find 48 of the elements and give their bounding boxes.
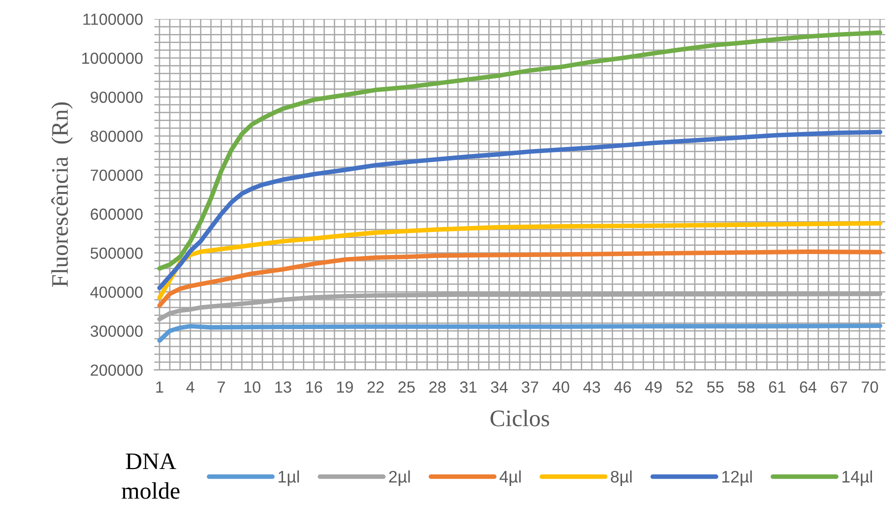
x-tick-label: 61 bbox=[769, 381, 786, 393]
x-tick-label: 28 bbox=[429, 381, 446, 393]
x-tick-label: 64 bbox=[800, 381, 816, 393]
x-tick-label: 43 bbox=[583, 381, 600, 393]
legend-label: 4µl bbox=[500, 470, 521, 486]
y-tick-label: 300000 bbox=[90, 326, 143, 337]
legend-label: 14µl bbox=[842, 470, 872, 486]
legend-label: 1µl bbox=[278, 470, 299, 486]
x-tick-label: 52 bbox=[676, 381, 693, 393]
x-tick-label: 4 bbox=[186, 382, 194, 393]
legend-label: 8µl bbox=[610, 470, 632, 486]
x-tick-label: 58 bbox=[738, 381, 754, 393]
x-tick-label: 40 bbox=[552, 381, 570, 393]
x-axis-title: Ciclos bbox=[490, 410, 550, 426]
y-tick-label: 900000 bbox=[90, 92, 143, 103]
line-series bbox=[157, 324, 882, 343]
x-tick-label: 55 bbox=[707, 382, 724, 393]
x-tick-label: 46 bbox=[614, 381, 631, 393]
legend-label: 2µl bbox=[389, 470, 410, 486]
x-tick-label: 49 bbox=[645, 381, 662, 393]
x-tick-label: 13 bbox=[275, 381, 292, 393]
y-tick-label: 700000 bbox=[90, 170, 143, 181]
line-series bbox=[157, 250, 882, 308]
line-series bbox=[157, 221, 882, 300]
x-tick-label: 31 bbox=[460, 381, 476, 393]
x-tick-label: 70 bbox=[862, 381, 878, 393]
y-tick-label: 400000 bbox=[90, 286, 143, 298]
x-tick-label: 22 bbox=[368, 381, 384, 393]
x-tick-label: 16 bbox=[306, 381, 322, 393]
line-series bbox=[157, 30, 882, 271]
y-tick-label: 1000000 bbox=[82, 52, 143, 64]
x-tick-label: 19 bbox=[337, 381, 353, 393]
y-tick-label: 200000 bbox=[90, 364, 143, 376]
y-tick-label: 800000 bbox=[90, 130, 143, 142]
x-tick-label: 10 bbox=[244, 381, 260, 393]
x-tick-label: 7 bbox=[218, 382, 225, 393]
x-tick-label: 25 bbox=[398, 381, 415, 393]
legend-label: 12µl bbox=[722, 470, 752, 486]
legend-title: DNA molde bbox=[122, 453, 180, 499]
x-tick-label: 34 bbox=[490, 381, 508, 393]
x-tick-label: 37 bbox=[522, 381, 538, 393]
y-axis-title: Fluorescência (Rn) bbox=[51, 102, 73, 287]
x-tick-label: 1 bbox=[156, 382, 164, 393]
line-series bbox=[157, 130, 882, 290]
y-tick-label: 600000 bbox=[90, 208, 143, 220]
y-tick-label: 500000 bbox=[90, 248, 143, 259]
y-tick-label: 1100000 bbox=[83, 14, 143, 25]
x-tick-label: 67 bbox=[830, 381, 847, 393]
